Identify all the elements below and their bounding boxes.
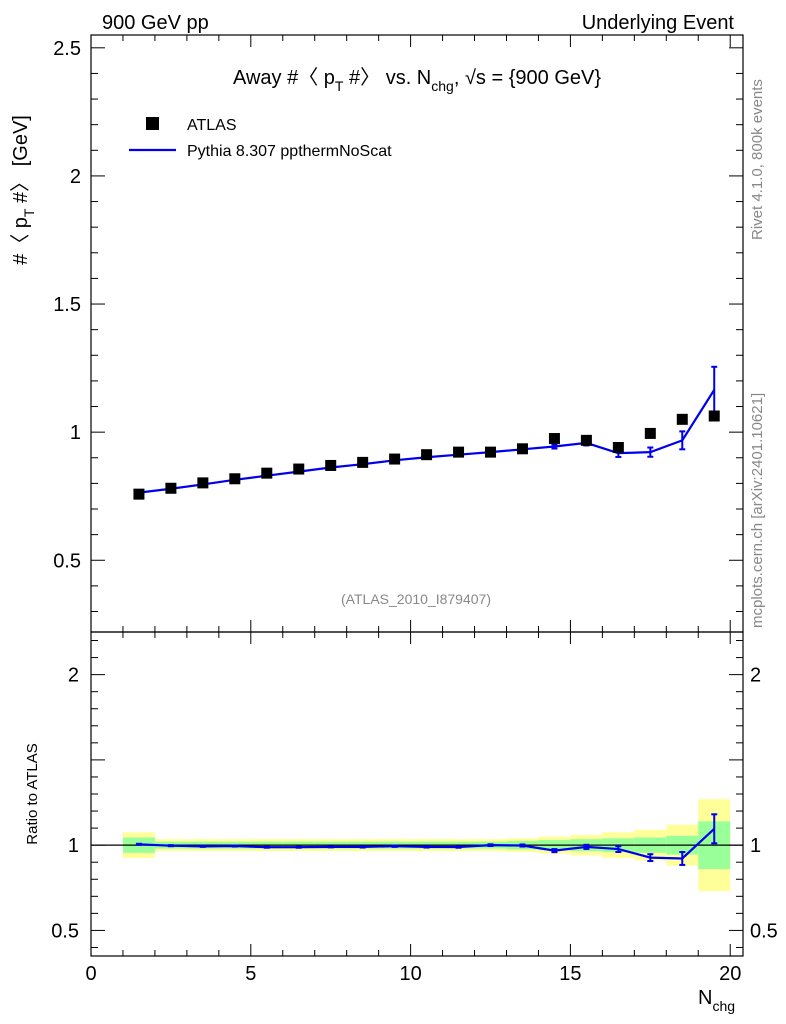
atlas-point <box>676 413 688 425</box>
x-tick-label: 20 <box>719 963 741 985</box>
ratio-series <box>135 813 718 866</box>
y-tick-label: 1 <box>70 422 81 444</box>
header-right: Underlying Event <box>582 12 735 34</box>
atlas-point <box>548 433 560 445</box>
atlas-point <box>421 449 433 461</box>
chart-title: Away #〈 pT #〉 vs. Nchg, √s = {900 GeV} <box>233 67 601 94</box>
ratio-y-tick-label-right: 0.5 <box>750 920 778 942</box>
x-tick-label: 5 <box>245 963 256 985</box>
legend-pythia-label: Pythia 8.307 ppthermNoScat <box>187 143 392 160</box>
x-tick-label: 15 <box>559 963 581 985</box>
ratio-y-tick-label: 2 <box>68 665 79 687</box>
x-tick-label: 0 <box>85 963 96 985</box>
ratio-ticks: 0 5 10 15 20 0.5 0.5 1 1 2 2 <box>51 632 778 985</box>
atlas-point <box>133 488 145 500</box>
x-axis-label: Nchg <box>698 987 735 1014</box>
ratio-y-tick-label-right: 1 <box>750 835 761 857</box>
legend: ATLAS Pythia 8.307 ppthermNoScat <box>129 117 392 160</box>
legend-atlas-marker <box>146 117 159 130</box>
atlas-point <box>165 482 177 494</box>
atlas-point <box>389 453 401 465</box>
header-left: 900 GeV pp <box>102 12 209 34</box>
y-tick-label: 2.5 <box>53 38 81 60</box>
atlas-point <box>325 459 337 471</box>
atlas-point <box>293 463 305 475</box>
x-tick-label: 10 <box>399 963 421 985</box>
atlas-point <box>580 434 592 446</box>
atlas-point <box>357 456 369 468</box>
main-series <box>133 365 720 500</box>
atlas-point <box>261 467 273 479</box>
y-axis-label: #〈 pT #〉 [GeV] <box>10 115 37 265</box>
ratio-y-tick-label: 0.5 <box>51 920 79 942</box>
legend-atlas-label: ATLAS <box>187 117 237 134</box>
atlas-point <box>708 410 720 422</box>
y-tick-label: 2 <box>70 166 81 188</box>
atlas-point <box>485 446 497 458</box>
pythia-line <box>138 389 716 494</box>
y-tick-label: 1.5 <box>53 294 81 316</box>
atlas-point <box>644 427 656 439</box>
mcplots-label: mcplots.cern.ch [arXiv:2401.10621] <box>749 393 766 628</box>
atlas-point <box>453 446 465 458</box>
atlas-point <box>197 477 209 489</box>
ratio-y-tick-label-right: 2 <box>750 665 761 687</box>
y-tick-label: 0.5 <box>53 550 81 572</box>
ratio-frame <box>90 631 744 957</box>
rivet-label: Rivet 4.1.0, 800k events <box>749 79 766 240</box>
atlas-point <box>229 473 241 485</box>
analysis-watermark: (ATLAS_2010_I879407) <box>341 591 491 607</box>
ratio-panel: 0 5 10 15 20 0.5 0.5 1 1 2 2 <box>51 631 778 985</box>
ratio-y-tick-label: 1 <box>68 835 79 857</box>
main-ticks: 0.5 1 1.5 2 2.5 <box>53 35 743 632</box>
ratio-y-axis-label: Ratio to ATLAS <box>24 743 41 844</box>
atlas-point <box>612 442 624 454</box>
atlas-point <box>516 443 528 455</box>
main-panel: 0.5 1 1.5 2 2.5 <box>53 34 744 633</box>
